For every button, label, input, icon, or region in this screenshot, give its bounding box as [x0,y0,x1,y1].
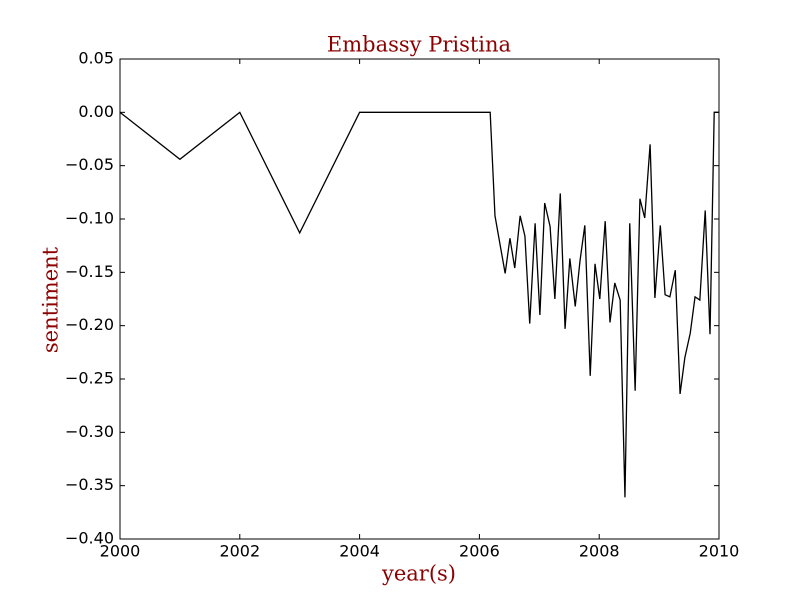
y-tick-label: −0.40 [65,529,114,548]
data-line [119,111,719,498]
y-tick-label: −0.05 [65,155,114,174]
x-tick-label: 2002 [219,542,260,561]
y-tick-label: −0.20 [65,315,114,334]
x-tick-label: 2010 [699,542,740,561]
x-tick-label: 2004 [339,542,380,561]
x-tick-label: 2006 [459,542,500,561]
y-tick-label: 0.05 [78,49,114,68]
chart-title: Embassy Pristina [327,33,511,57]
y-tick-label: −0.10 [65,209,114,228]
x-tick-label: 2000 [100,542,141,561]
plot-frame [119,58,720,540]
x-axis-label: year(s) [381,562,456,586]
y-tick-label: −0.30 [65,422,114,441]
y-tick-label: −0.15 [65,262,114,281]
y-tick-label: −0.25 [65,369,114,388]
x-tick-label: 2008 [579,542,620,561]
y-tick-label: −0.35 [65,475,114,494]
y-tick-label: 0.00 [78,102,114,121]
y-axis-label: sentiment [39,246,63,353]
